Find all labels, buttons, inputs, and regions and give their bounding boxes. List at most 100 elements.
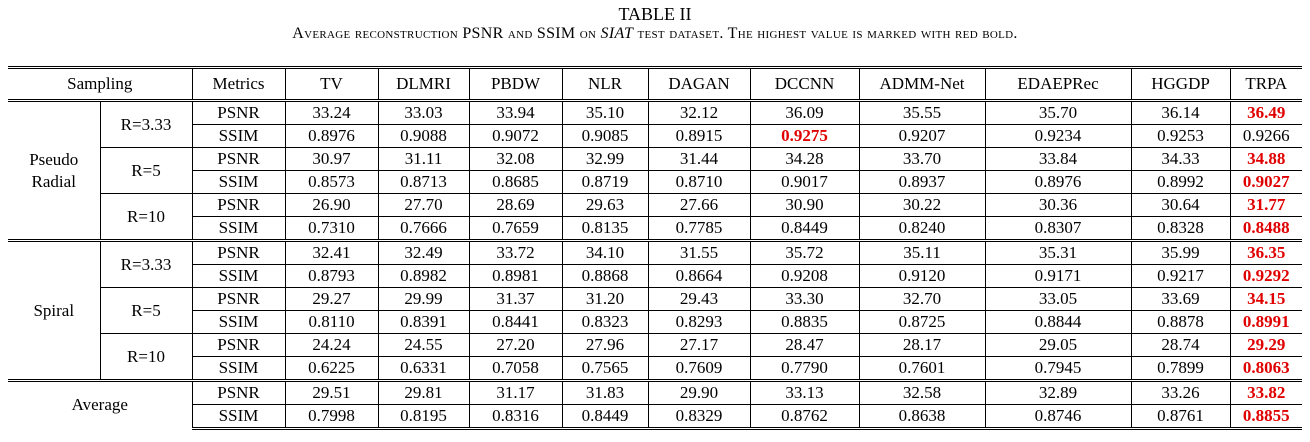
- value-cell: 32.70: [859, 287, 986, 311]
- value-cell: 0.9027: [1230, 170, 1303, 194]
- header-method: NLR: [562, 67, 649, 101]
- rate-label: R=10: [100, 193, 193, 241]
- value-cell: 0.8976: [985, 170, 1132, 194]
- value-cell: 33.03: [378, 99, 470, 125]
- value-cell: 35.70: [985, 99, 1132, 125]
- rate-label: R=3.33: [100, 239, 193, 288]
- value-cell: 0.8316: [469, 404, 563, 430]
- value-cell: 0.7565: [562, 356, 649, 381]
- value-cell: 0.9208: [750, 264, 860, 288]
- value-cell: 0.8761: [1131, 404, 1231, 430]
- results-table: Sampling Metrics TV DLMRI PBDW NLR DAGAN DCCNN A…: [8, 66, 1303, 430]
- value-cell: 32.58: [859, 379, 986, 405]
- value-cell: 29.29: [1230, 333, 1303, 357]
- value-cell: 0.7609: [648, 356, 751, 381]
- value-cell: 36.49: [1230, 99, 1303, 125]
- table-row: Pseudo Radial R=3.33 PSNR 33.24 33.03 33.94 35.…: [8, 99, 1303, 241]
- value-cell: 35.72: [750, 239, 860, 265]
- value-cell: 33.69: [1131, 287, 1231, 311]
- rate-label: R=5: [100, 147, 193, 194]
- table-row: SSIM 0.7998 0.8195 0.8316 0.8449 0.8329 0.8762…: [8, 404, 1303, 430]
- value-cell: 0.9017: [750, 170, 860, 194]
- value-cell: 0.9217: [1131, 264, 1231, 288]
- value-cell: 27.20: [469, 333, 563, 357]
- metric-label: SSIM: [192, 216, 286, 241]
- group-label-line: Radial: [31, 171, 76, 191]
- value-cell: 33.26: [1131, 379, 1231, 405]
- value-cell: 30.36: [985, 193, 1132, 217]
- value-cell: 0.8937: [859, 170, 986, 194]
- value-cell: 31.44: [648, 147, 751, 171]
- value-cell: 30.64: [1131, 193, 1231, 217]
- value-cell: 0.7899: [1131, 356, 1231, 381]
- value-cell: 32.08: [469, 147, 563, 171]
- value-cell: 0.8976: [285, 124, 379, 148]
- value-cell: 0.8488: [1230, 216, 1303, 241]
- value-cell: 0.7998: [285, 404, 379, 430]
- value-cell: 0.6225: [285, 356, 379, 381]
- metric-label: PSNR: [192, 287, 286, 311]
- header-method: PBDW: [469, 67, 563, 101]
- value-cell: 30.90: [750, 193, 860, 217]
- value-cell: 0.9292: [1230, 264, 1303, 288]
- value-cell: 0.8793: [285, 264, 379, 288]
- value-cell: 32.89: [985, 379, 1132, 405]
- value-cell: 0.9275: [750, 124, 860, 148]
- value-cell: 29.51: [285, 379, 379, 405]
- value-cell: 0.7945: [985, 356, 1132, 381]
- value-cell: 0.8638: [859, 404, 986, 430]
- value-cell: 0.8573: [285, 170, 379, 194]
- metric-label: SSIM: [192, 310, 286, 334]
- value-cell: 31.37: [469, 287, 563, 311]
- group-label: Pseudo Radial: [8, 99, 101, 241]
- average-label: Average: [8, 379, 193, 429]
- value-cell: 33.84: [985, 147, 1132, 171]
- value-cell: 0.8063: [1230, 356, 1303, 381]
- value-cell: 0.8991: [1230, 310, 1303, 334]
- value-cell: 0.9088: [378, 124, 470, 148]
- value-cell: 0.9085: [562, 124, 649, 148]
- value-cell: 30.97: [285, 147, 379, 171]
- value-cell: 24.24: [285, 333, 379, 357]
- value-cell: 0.7601: [859, 356, 986, 381]
- value-cell: 31.77: [1230, 193, 1303, 217]
- value-cell: 0.8725: [859, 310, 986, 334]
- value-cell: 0.8449: [562, 404, 649, 430]
- value-cell: 31.17: [469, 379, 563, 405]
- value-cell: 35.31: [985, 239, 1132, 265]
- metric-label: SSIM: [192, 356, 286, 381]
- value-cell: 33.05: [985, 287, 1132, 311]
- value-cell: 0.7790: [750, 356, 860, 381]
- value-cell: 0.8878: [1131, 310, 1231, 334]
- caption-prefix: Average reconstruction PSNR and SSIM on: [292, 25, 601, 42]
- value-cell: 28.17: [859, 333, 986, 357]
- value-cell: 0.9120: [859, 264, 986, 288]
- header-method: DLMRI: [378, 67, 470, 101]
- value-cell: 0.9266: [1230, 124, 1303, 148]
- value-cell: 31.83: [562, 379, 649, 405]
- metric-label: SSIM: [192, 264, 286, 288]
- value-cell: 0.8982: [378, 264, 470, 288]
- value-cell: 33.94: [469, 99, 563, 125]
- value-cell: 32.49: [378, 239, 470, 265]
- value-cell: 33.30: [750, 287, 860, 311]
- value-cell: 31.20: [562, 287, 649, 311]
- value-cell: 34.15: [1230, 287, 1303, 311]
- value-cell: 29.05: [985, 333, 1132, 357]
- value-cell: 0.9234: [985, 124, 1132, 148]
- header-method: ADMM-Net: [859, 67, 986, 101]
- table-row: SSIM 0.7310 0.7666 0.7659 0.8135 0.7785 0.8449…: [8, 216, 1303, 241]
- value-cell: 33.13: [750, 379, 860, 405]
- metric-label: SSIM: [192, 124, 286, 148]
- value-cell: 0.8195: [378, 404, 470, 430]
- value-cell: 27.70: [378, 193, 470, 217]
- header-method: HGGDP: [1131, 67, 1231, 101]
- value-cell: 34.10: [562, 239, 649, 265]
- value-cell: 0.9253: [1131, 124, 1231, 148]
- value-cell: 32.99: [562, 147, 649, 171]
- value-cell: 0.7310: [285, 216, 379, 241]
- value-cell: 0.8449: [750, 216, 860, 241]
- value-cell: 27.17: [648, 333, 751, 357]
- table-row: SSIM 0.8110 0.8391 0.8441 0.8323 0.8293 0.8835…: [8, 310, 1303, 334]
